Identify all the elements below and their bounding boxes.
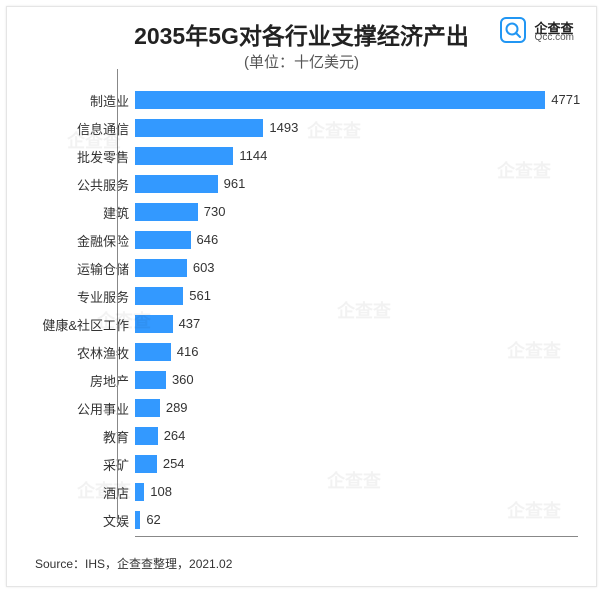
bar	[135, 91, 545, 109]
brand-logo: 企查查 Qcc.com	[500, 17, 574, 47]
bar	[135, 259, 187, 277]
bar	[135, 483, 144, 501]
bar	[135, 147, 233, 165]
bar-value: 437	[173, 315, 201, 333]
bar-wrap: 730	[135, 198, 578, 226]
bar	[135, 287, 183, 305]
bar	[135, 343, 171, 361]
bar-chart: 制造业 4771 信息通信 1493 批发零售 1144 公共服务 961 建筑 730 金融保险 6…	[25, 86, 578, 534]
x-axis	[135, 536, 578, 537]
bar-value: 289	[160, 399, 188, 417]
bar-value: 603	[187, 259, 215, 277]
bar-wrap: 254	[135, 450, 578, 478]
bar	[135, 203, 198, 221]
category-label: 制造业	[25, 91, 135, 110]
y-axis-line	[117, 69, 118, 523]
bar-wrap: 416	[135, 338, 578, 366]
magnifier-icon	[500, 17, 526, 47]
bar-value: 254	[157, 455, 185, 473]
bar-value: 4771	[545, 91, 580, 109]
category-label: 专业服务	[25, 287, 135, 306]
bar	[135, 399, 160, 417]
category-label: 公用事业	[25, 399, 135, 418]
category-label: 农林渔牧	[25, 343, 135, 362]
bar-wrap: 360	[135, 366, 578, 394]
bar-wrap: 1493	[135, 114, 578, 142]
category-label: 信息通信	[25, 119, 135, 138]
category-label: 文娱	[25, 511, 135, 530]
category-label: 健康&社区工作	[25, 315, 135, 334]
bar-wrap: 961	[135, 170, 578, 198]
category-label: 酒店	[25, 483, 135, 502]
bar-wrap: 62	[135, 506, 578, 534]
bar-row: 教育 264	[25, 422, 578, 450]
bar-value: 961	[218, 175, 246, 193]
bar-row: 房地产 360	[25, 366, 578, 394]
category-label: 教育	[25, 427, 135, 446]
bar-value: 264	[158, 427, 186, 445]
bar-row: 批发零售 1144	[25, 142, 578, 170]
bar-value: 1493	[263, 119, 298, 137]
bar-wrap: 108	[135, 478, 578, 506]
brand-text: 企查查 Qcc.com	[535, 22, 574, 43]
chart-title: 2035年5G对各行业支撑经济产出	[134, 17, 469, 51]
bar-row: 建筑 730	[25, 198, 578, 226]
bar-wrap: 289	[135, 394, 578, 422]
bar	[135, 119, 263, 137]
bar-row: 农林渔牧 416	[25, 338, 578, 366]
bar-value: 416	[171, 343, 199, 361]
bar-wrap: 437	[135, 310, 578, 338]
bar-row: 公共服务 961	[25, 170, 578, 198]
bar-row: 健康&社区工作 437	[25, 310, 578, 338]
bar-row: 金融保险 646	[25, 226, 578, 254]
bar-row: 公用事业 289	[25, 394, 578, 422]
bar-wrap: 646	[135, 226, 578, 254]
category-label: 建筑	[25, 203, 135, 222]
bar-value: 108	[144, 483, 172, 501]
bar-value: 646	[191, 231, 219, 249]
brand-en: Qcc.com	[535, 33, 574, 43]
bar-value: 62	[140, 511, 160, 529]
bar	[135, 231, 191, 249]
bar	[135, 175, 218, 193]
bar-row: 采矿 254	[25, 450, 578, 478]
bar-row: 制造业 4771	[25, 86, 578, 114]
bar	[135, 315, 173, 333]
bar-value: 730	[198, 203, 226, 221]
bar-value: 360	[166, 371, 194, 389]
bar-row: 信息通信 1493	[25, 114, 578, 142]
bar-row: 运输仓储 603	[25, 254, 578, 282]
category-label: 批发零售	[25, 147, 135, 166]
bar-wrap: 603	[135, 254, 578, 282]
x-axis-line	[135, 536, 578, 537]
chart-subtitle: (单位：十亿美元)	[25, 51, 578, 72]
bar-row: 文娱 62	[25, 506, 578, 534]
bar-row: 专业服务 561	[25, 282, 578, 310]
bar-wrap: 1144	[135, 142, 578, 170]
bar-row: 酒店 108	[25, 478, 578, 506]
bar-wrap: 561	[135, 282, 578, 310]
bar-value: 1144	[233, 147, 267, 165]
bar	[135, 371, 166, 389]
category-label: 金融保险	[25, 231, 135, 250]
category-label: 运输仓储	[25, 259, 135, 278]
category-label: 采矿	[25, 455, 135, 474]
chart-card: 2035年5G对各行业支撑经济产出 (单位：十亿美元) 企查查 Qcc.com …	[6, 6, 597, 587]
source-text: Source：IHS，企查查整理，2021.02	[35, 555, 232, 572]
category-label: 公共服务	[25, 175, 135, 194]
bar-wrap: 264	[135, 422, 578, 450]
header: 2035年5G对各行业支撑经济产出 (单位：十亿美元) 企查查 Qcc.com	[25, 17, 578, 72]
bar	[135, 427, 158, 445]
bar-wrap: 4771	[135, 86, 578, 114]
category-label: 房地产	[25, 371, 135, 390]
bar	[135, 455, 157, 473]
bar-value: 561	[183, 287, 211, 305]
